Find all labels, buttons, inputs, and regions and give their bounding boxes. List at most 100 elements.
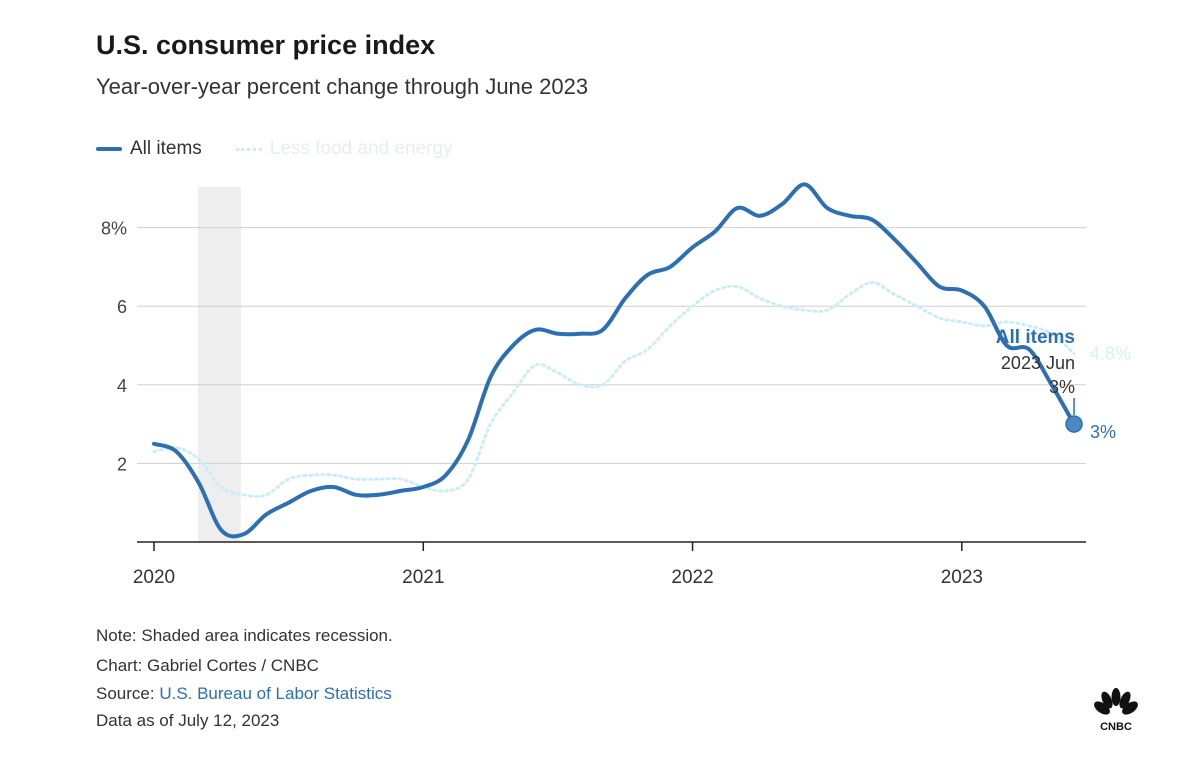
data-point-less-food-energy[interactable] — [398, 476, 404, 482]
data-point-all-items[interactable] — [555, 331, 561, 337]
data-point-less-food-energy[interactable] — [510, 390, 516, 396]
data-point-all-items[interactable] — [308, 488, 314, 494]
data-point-all-items[interactable] — [218, 527, 224, 533]
data-point-less-food-energy[interactable] — [779, 303, 785, 309]
data-point-less-food-energy[interactable] — [847, 291, 853, 297]
data-point-less-food-energy[interactable] — [936, 315, 942, 321]
data-point-all-items[interactable] — [779, 201, 785, 207]
data-point-all-items[interactable] — [892, 236, 898, 242]
data-point-all-items[interactable] — [645, 272, 651, 278]
data-point-all-items[interactable] — [510, 343, 516, 349]
data-point-all-items[interactable] — [331, 484, 337, 490]
data-point-less-food-energy[interactable] — [173, 445, 179, 451]
chart-legend: All items Less food and energy — [96, 134, 487, 164]
cnbc-logo: CNBC — [1094, 688, 1138, 732]
data-point-all-items[interactable] — [869, 217, 875, 223]
data-point-less-food-energy[interactable] — [690, 303, 696, 309]
data-point-all-items[interactable] — [981, 303, 987, 309]
legend-label-all-items: All items — [130, 138, 202, 159]
data-point-less-food-energy[interactable] — [892, 291, 898, 297]
source-link[interactable]: U.S. Bureau of Labor Statistics — [159, 684, 392, 703]
data-point-all-items[interactable] — [465, 437, 471, 443]
data-point-less-food-energy[interactable] — [443, 488, 449, 494]
data-point-all-items[interactable] — [532, 327, 538, 333]
data-point-all-items[interactable] — [622, 295, 628, 301]
data-point-less-food-energy[interactable] — [375, 476, 381, 482]
x-tick-label: 2021 — [402, 567, 444, 588]
end-label-less-food-energy: 4.8% — [1090, 343, 1131, 363]
data-point-all-items[interactable] — [802, 181, 808, 187]
data-point-less-food-energy[interactable] — [263, 492, 269, 498]
series-line-all-items — [152, 182, 1076, 539]
data-point-all-items[interactable] — [375, 492, 381, 498]
data-point-less-food-energy[interactable] — [286, 476, 292, 482]
data-point-all-items[interactable] — [757, 213, 763, 219]
data-point-less-food-energy[interactable] — [577, 382, 583, 388]
logo-text: CNBC — [1100, 721, 1132, 732]
data-point-all-items[interactable] — [824, 205, 830, 211]
data-point-all-items[interactable] — [936, 284, 942, 290]
y-tick-label: 2 — [117, 454, 127, 474]
data-point-all-items[interactable] — [443, 472, 449, 478]
x-tick-label: 2023 — [941, 567, 983, 588]
data-point-less-food-energy[interactable] — [667, 323, 673, 329]
legend-swatch-all-items — [96, 147, 122, 151]
footer-as-of: Data as of July 12, 2023 — [96, 711, 280, 730]
data-point-all-items[interactable] — [151, 441, 157, 447]
data-point-all-items[interactable] — [712, 229, 718, 235]
data-point-less-food-energy[interactable] — [241, 492, 247, 498]
data-point-less-food-energy[interactable] — [869, 280, 875, 286]
data-point-less-food-energy[interactable] — [308, 472, 314, 478]
data-point-less-food-energy[interactable] — [532, 362, 538, 368]
data-point-less-food-energy[interactable] — [734, 284, 740, 290]
data-point-all-items[interactable] — [263, 511, 269, 517]
data-point-less-food-energy[interactable] — [331, 472, 337, 478]
legend-item-all-items[interactable]: All items — [96, 138, 202, 160]
data-point-less-food-energy[interactable] — [959, 319, 965, 325]
data-point-all-items[interactable] — [914, 260, 920, 266]
chart-subtitle: Year-over-year percent change through Ju… — [96, 74, 589, 99]
data-point-less-food-energy[interactable] — [488, 421, 494, 427]
legend-item-less-food-energy[interactable]: Less food and energy — [235, 138, 453, 160]
data-point-less-food-energy[interactable] — [914, 303, 920, 309]
data-point-all-items[interactable] — [667, 264, 673, 270]
footer-credit: Chart: Gabriel Cortes / CNBC — [96, 656, 319, 675]
end-marker-all-items[interactable] — [1065, 415, 1083, 433]
data-point-less-food-energy[interactable] — [151, 449, 157, 455]
cpi-line-chart: 2 4 6 8% 2020 2021 2022 2023 3% 4.8% All items 2023… — [101, 181, 1131, 588]
data-point-all-items[interactable] — [734, 205, 740, 211]
data-point-all-items[interactable] — [577, 331, 583, 337]
data-point-less-food-energy[interactable] — [420, 484, 426, 490]
legend-label-less-food-energy: Less food and energy — [269, 138, 453, 159]
footer-note: Note: Shaded area indicates recession. — [96, 626, 393, 645]
data-point-less-food-energy[interactable] — [824, 307, 830, 313]
data-point-less-food-energy[interactable] — [555, 370, 561, 376]
data-point-less-food-energy[interactable] — [981, 323, 987, 329]
data-point-all-items[interactable] — [196, 480, 202, 486]
data-point-less-food-energy[interactable] — [645, 346, 651, 352]
data-point-all-items[interactable] — [286, 500, 292, 506]
data-point-all-items[interactable] — [398, 488, 404, 494]
data-point-all-items[interactable] — [353, 492, 359, 498]
data-point-less-food-energy[interactable] — [712, 287, 718, 293]
data-point-less-food-energy[interactable] — [218, 484, 224, 490]
data-point-all-items[interactable] — [600, 327, 606, 333]
data-point-less-food-energy[interactable] — [465, 476, 471, 482]
data-point-less-food-energy[interactable] — [600, 382, 606, 388]
series-line-less-food-energy — [152, 281, 1076, 498]
x-tick-label: 2020 — [133, 567, 175, 588]
footer-source: Source: U.S. Bureau of Labor Statistics — [96, 684, 392, 704]
data-point-less-food-energy[interactable] — [353, 476, 359, 482]
end-label-all-items: 3% — [1090, 422, 1116, 442]
data-point-less-food-energy[interactable] — [622, 358, 628, 364]
data-point-less-food-energy[interactable] — [757, 295, 763, 301]
data-point-all-items[interactable] — [488, 374, 494, 380]
data-point-less-food-energy[interactable] — [196, 456, 202, 462]
data-point-less-food-energy[interactable] — [1004, 319, 1010, 325]
data-point-all-items[interactable] — [959, 287, 965, 293]
peacock-icon — [1094, 688, 1138, 715]
data-point-less-food-energy[interactable] — [802, 307, 808, 313]
data-point-all-items[interactable] — [241, 531, 247, 537]
data-point-all-items[interactable] — [847, 213, 853, 219]
data-point-all-items[interactable] — [690, 244, 696, 250]
